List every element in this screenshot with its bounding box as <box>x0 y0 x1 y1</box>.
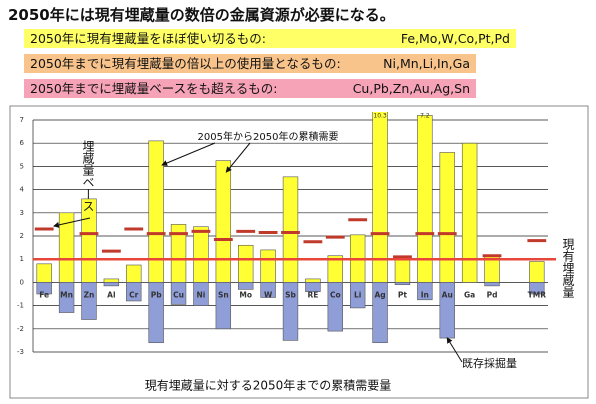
x-tick-label: Ga <box>464 290 475 299</box>
bar <box>260 282 276 298</box>
box-elements: Ni,Mn,Li,In,Ga <box>383 56 470 71</box>
bar <box>148 282 164 344</box>
y-tick-label: 7 <box>20 116 24 124</box>
value-label: 7.2 <box>420 113 430 120</box>
summary-box: 2050年までに埋蔵量ベースをも超えるもの: Cu,Pb,Zn,Au,Ag,Sn <box>24 79 476 98</box>
x-tick-label: Pd <box>487 290 498 299</box>
bar <box>103 282 120 287</box>
x-axis-title: 現有埋蔵量に対する2050年までの累積需要量 <box>145 378 392 393</box>
bar <box>170 282 187 305</box>
bar <box>36 282 52 295</box>
y-tick-label: -1 <box>17 302 24 310</box>
bar <box>305 278 321 283</box>
y-tick-label: 0 <box>20 278 24 286</box>
y-tick-label: 1 <box>20 255 24 263</box>
bar <box>282 176 299 283</box>
x-tick-label: TMR <box>528 290 547 299</box>
bar <box>327 282 343 332</box>
bar <box>193 282 209 306</box>
bar <box>372 282 388 344</box>
x-tick-label: Au <box>442 290 453 299</box>
x-tick-label: Sb <box>285 290 296 299</box>
bar <box>148 140 164 283</box>
x-tick-label: Cu <box>173 290 184 299</box>
x-tick-label: Ni <box>197 290 206 299</box>
box-elements: Fe,Mo,W,Co,Pt,Pd <box>400 31 510 46</box>
box-text: 2050年までに現有埋蔵量の倍以上の使用量となるもの: <box>30 56 341 71</box>
y-tick-label: 2 <box>20 232 24 240</box>
bar <box>394 282 411 286</box>
callout-arrow <box>53 217 91 228</box>
y-tick-label: 4 <box>20 186 25 194</box>
bar <box>81 282 97 320</box>
bar <box>529 282 545 295</box>
x-tick-label: Pb <box>151 290 162 299</box>
x-tick-label: RE <box>307 290 318 299</box>
bar <box>36 263 52 283</box>
callout: 既存採掘量 <box>462 356 517 370</box>
bar <box>372 112 388 283</box>
bar <box>260 249 276 283</box>
summary-box: 2050年までに現有埋蔵量の倍以上の使用量となるもの: Ni,Mn,Li,In,G… <box>24 54 476 73</box>
x-tick-label: Ag <box>374 290 385 299</box>
bar <box>238 244 254 283</box>
x-tick-label: Cr <box>129 290 139 299</box>
callout-arrow <box>161 142 216 166</box>
value-label: 10.3 <box>373 113 387 120</box>
bar <box>103 278 120 283</box>
page-title: 2050年には現有埋蔵量の数倍の金属資源が必要になる。 <box>8 6 395 24</box>
bar <box>484 282 500 287</box>
x-tick-label: Al <box>107 290 115 299</box>
bars <box>36 112 545 344</box>
x-tick-label: Fe <box>39 290 49 299</box>
x-tick-label: Mn <box>60 290 73 299</box>
x-tick-label: Sn <box>218 290 229 299</box>
bar <box>215 282 232 330</box>
bar <box>238 282 254 290</box>
bar <box>193 226 209 283</box>
box-elements: Cu,Pb,Zn,Au,Ag,Sn <box>352 81 470 96</box>
x-tick-label: Mo <box>239 290 252 299</box>
bar <box>349 282 366 309</box>
y-tick-label: -3 <box>17 348 24 356</box>
x-tick-label: Zn <box>84 290 95 299</box>
bar <box>439 152 455 283</box>
bar <box>529 261 545 283</box>
bar <box>461 142 478 283</box>
bar <box>417 115 433 283</box>
bar <box>58 282 75 313</box>
x-tick-label: Li <box>354 290 361 299</box>
bar <box>126 264 142 283</box>
y-tick-label: -2 <box>17 325 24 333</box>
reference-label: 現有埋蔵量 <box>561 238 575 298</box>
bar <box>215 160 232 283</box>
bar <box>417 282 433 301</box>
box-text: 2050年までに埋蔵量ベースをも超えるもの: <box>30 81 278 96</box>
chart-frame <box>9 105 589 399</box>
callout: 埋蔵量ベース <box>81 140 95 212</box>
bar <box>282 282 299 341</box>
callout: 2005年から2050年の累積需要 <box>198 130 339 143</box>
x-tick-label: In <box>421 290 429 299</box>
y-tick-label: 3 <box>20 209 24 217</box>
callout-arrow <box>446 337 463 363</box>
x-tick-label: W <box>264 290 273 299</box>
callout-arrow <box>225 142 251 173</box>
bar <box>126 282 142 302</box>
bar <box>305 282 321 292</box>
x-tick-label: Pt <box>398 290 407 299</box>
y-tick-label: 6 <box>20 139 25 147</box>
summary-box: 2050年に現有埋蔵量をほぼ使い切るもの: Fe,Mo,W,Co,Pt,Pd <box>24 29 516 48</box>
x-tick-label: Co <box>330 290 341 299</box>
box-text: 2050年に現有埋蔵量をほぼ使い切るもの: <box>30 31 267 46</box>
y-tick-label: 5 <box>20 162 24 170</box>
bar <box>394 256 411 283</box>
